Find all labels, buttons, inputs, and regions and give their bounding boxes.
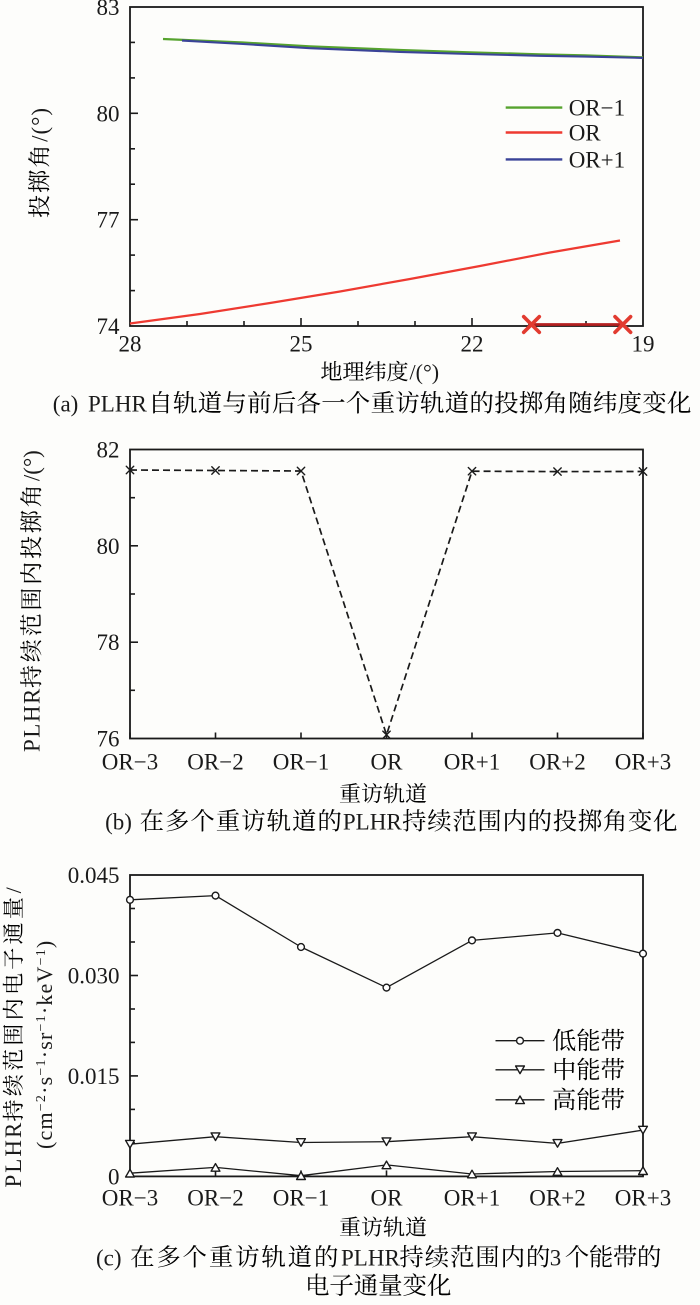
svg-text:/(°): /(°) — [28, 107, 53, 142]
svg-text:83: 83 — [97, 0, 120, 20]
svg-text:OR−1: OR−1 — [273, 1186, 329, 1211]
svg-text:74: 74 — [97, 314, 121, 339]
svg-text:77: 77 — [97, 208, 120, 233]
svg-text:76: 76 — [97, 727, 120, 752]
svg-text:3: 3 — [550, 1246, 562, 1271]
svg-text:0.015: 0.015 — [68, 1064, 120, 1089]
svg-text:OR: OR — [569, 121, 602, 146]
svg-text:19: 19 — [632, 332, 655, 357]
svg-text:OR−2: OR−2 — [187, 750, 243, 775]
svg-text:OR−1: OR−1 — [273, 750, 329, 775]
svg-text:OR+3: OR+3 — [615, 1186, 671, 1211]
svg-text:82: 82 — [97, 438, 120, 463]
svg-text:OR−3: OR−3 — [102, 750, 158, 775]
svg-text:OR−1: OR−1 — [569, 96, 625, 121]
svg-text:PLHR: PLHR — [343, 810, 402, 835]
svg-text:OR−3: OR−3 — [102, 1186, 158, 1211]
svg-text:22: 22 — [461, 332, 484, 357]
svg-text:78: 78 — [97, 630, 120, 655]
svg-text:80: 80 — [97, 534, 120, 559]
svg-text:PLHR: PLHR — [20, 687, 45, 752]
svg-text:OR+2: OR+2 — [529, 1186, 585, 1211]
svg-text:OR+1: OR+1 — [444, 750, 500, 775]
svg-text:80: 80 — [97, 101, 120, 126]
svg-text:(cm−2·s−1·sr−1·keV−1): (cm−2·s−1·sr−1·keV−1) — [32, 940, 57, 1149]
svg-text:OR−2: OR−2 — [187, 1186, 243, 1211]
svg-text:(c): (c) — [96, 1246, 122, 1271]
svg-text:PLHR: PLHR — [341, 1246, 400, 1271]
svg-text:28: 28 — [119, 332, 142, 357]
svg-text:(a): (a) — [53, 392, 79, 417]
svg-text:/: / — [1, 886, 26, 893]
svg-text:OR: OR — [371, 1186, 404, 1211]
svg-text:0: 0 — [108, 1164, 120, 1189]
svg-text:/(°): /(°) — [410, 360, 440, 385]
svg-text:0.045: 0.045 — [68, 863, 120, 888]
svg-text:PLHR: PLHR — [88, 392, 147, 417]
svg-text:OR+2: OR+2 — [529, 750, 585, 775]
svg-text:(b): (b) — [105, 810, 132, 835]
svg-text:0.030: 0.030 — [68, 964, 120, 989]
svg-text:/(°): /(°) — [20, 450, 45, 481]
svg-text:OR: OR — [371, 750, 404, 775]
svg-text:OR+3: OR+3 — [615, 750, 671, 775]
svg-text:25: 25 — [290, 332, 313, 357]
svg-text:OR+1: OR+1 — [444, 1186, 500, 1211]
svg-text:OR+1: OR+1 — [569, 147, 625, 172]
svg-text:PLHR: PLHR — [1, 1121, 26, 1188]
